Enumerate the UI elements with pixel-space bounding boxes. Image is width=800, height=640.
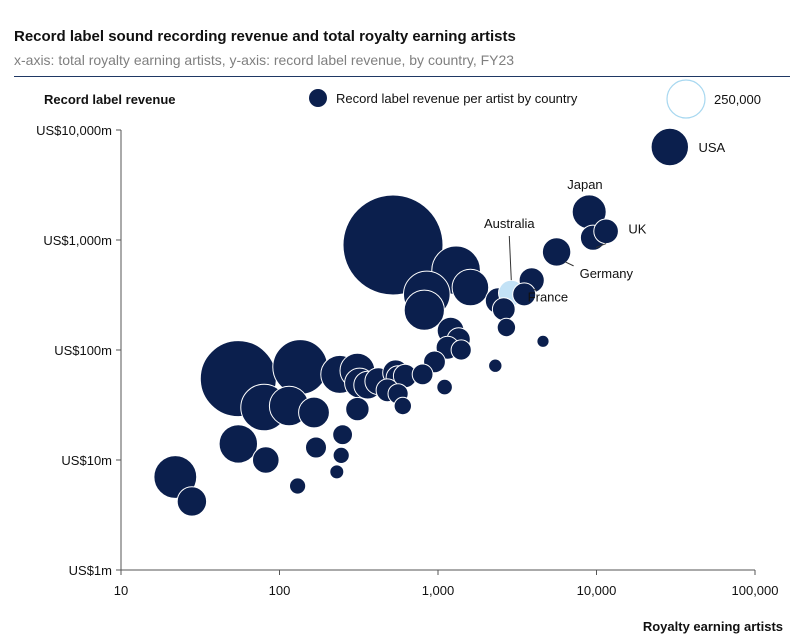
bubble-germany	[541, 237, 572, 267]
y-tick-label: US$1m	[69, 563, 112, 578]
y-tick-label: US$10,000m	[36, 123, 112, 138]
bubbles	[153, 127, 689, 517]
bubble	[251, 446, 280, 474]
x-tick-label: 10,000	[577, 583, 617, 598]
bubble	[176, 486, 208, 517]
bubble-usa	[650, 127, 689, 167]
label-germany: Germany	[580, 266, 634, 281]
label-leader-line	[564, 261, 574, 267]
bubble	[329, 464, 345, 480]
chart-subtitle: x-axis: total royalty earning artists, y…	[14, 52, 515, 68]
bubble	[305, 436, 327, 459]
legend-series-marker	[309, 89, 327, 107]
bubble	[491, 297, 516, 322]
annotations: USA Japan UK Germany France Australia	[484, 140, 726, 304]
bubble	[451, 268, 490, 307]
chart-title: Record label sound recording revenue and…	[14, 28, 516, 45]
bubble	[436, 378, 453, 396]
bubble	[536, 334, 550, 348]
bubble	[393, 396, 412, 416]
bubble	[488, 358, 503, 373]
bubble	[411, 363, 434, 386]
x-ticks: 10 100 1,000 10,000 100,000	[114, 570, 779, 598]
x-tick-label: 100	[269, 583, 291, 598]
bubble	[218, 424, 259, 464]
y-axis-title: Record label revenue	[44, 92, 176, 107]
bubble	[298, 396, 330, 429]
bubble	[512, 282, 537, 307]
label-australia: Australia	[484, 216, 535, 231]
bubble	[289, 477, 307, 495]
y-ticks: US$1m US$10m US$100m US$1,000m US$10,000m	[36, 123, 121, 578]
label-france: France	[528, 289, 568, 304]
bubble	[403, 289, 445, 331]
bubble	[345, 396, 370, 422]
label-leader-line	[533, 288, 537, 291]
x-axis-title: Royalty earning artists	[643, 619, 783, 634]
bubble	[332, 424, 354, 446]
label-uk: UK	[628, 221, 646, 236]
legend-size-label: 250,000	[714, 92, 761, 107]
bubble	[342, 194, 444, 296]
x-tick-label: 1,000	[422, 583, 455, 598]
legend-series-label: Record label revenue per artist by count…	[336, 91, 578, 106]
y-tick-label: US$1,000m	[43, 233, 112, 248]
y-tick-label: US$100m	[54, 343, 112, 358]
x-tick-label: 10	[114, 583, 128, 598]
bubble	[272, 339, 329, 395]
legend: Record label revenue per artist by count…	[309, 79, 761, 119]
x-tick-label: 100,000	[732, 583, 779, 598]
label-usa: USA	[698, 140, 725, 155]
bubble	[332, 446, 350, 464]
bubble-uk	[593, 218, 619, 245]
label-leader-line	[508, 235, 512, 281]
label-japan: Japan	[567, 177, 602, 192]
label-leader-line	[595, 243, 607, 249]
legend-size-reference	[666, 79, 706, 119]
bubble	[450, 339, 472, 361]
y-tick-label: US$10m	[61, 453, 112, 468]
bubble	[496, 317, 517, 338]
title-divider	[14, 76, 790, 77]
